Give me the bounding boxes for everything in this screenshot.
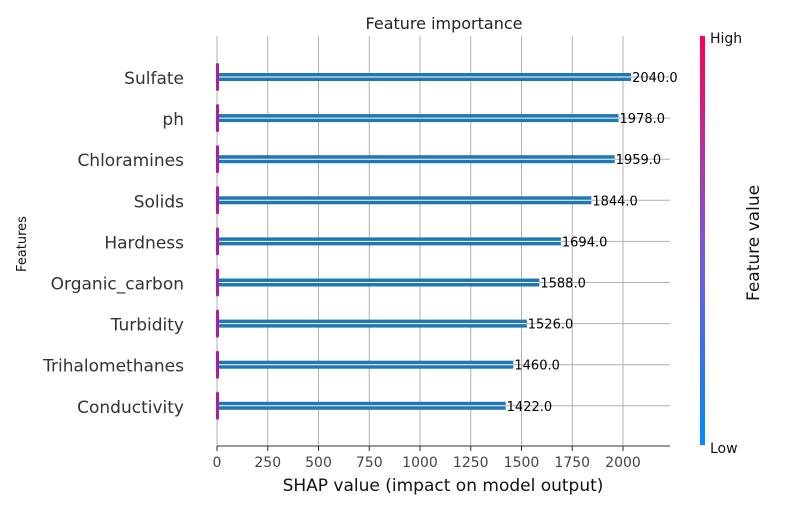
x-tick-label: 1250 <box>453 455 489 471</box>
shap-point-strip <box>216 227 219 256</box>
shap-point-strip <box>216 309 219 338</box>
value-label: 1978.0 <box>620 112 666 127</box>
value-label: 1844.0 <box>592 194 638 209</box>
y-tick-label: ph <box>162 110 184 130</box>
value-label: 1588.0 <box>540 277 586 292</box>
y-tick-label: Conductivity <box>77 398 184 418</box>
value-label: 1526.0 <box>528 318 574 333</box>
chart-title: Feature importance <box>366 14 523 33</box>
shap-point-strip <box>216 145 219 174</box>
value-label: 1460.0 <box>514 359 560 374</box>
y-tick-label: Trihalomethanes <box>42 357 184 377</box>
x-ticks: 0 250 500 750 1000 1250 1500 1750 2000 <box>213 446 641 471</box>
x-tick-label: 1000 <box>402 455 438 471</box>
y-tick-label: Chloramines <box>77 151 184 171</box>
colorbar-title: Feature value <box>744 185 764 301</box>
shap-point-strip <box>216 350 219 379</box>
colorbar <box>700 36 705 445</box>
y-tick-label: Organic_carbon <box>51 275 184 295</box>
shap-point-strip <box>216 391 219 420</box>
x-tick-label: 500 <box>305 455 332 471</box>
shap-point-strip <box>216 63 219 91</box>
x-tick-label: 0 <box>213 455 222 471</box>
y-axis-label: Features <box>15 216 30 272</box>
y-tick-label: Turbidity <box>110 316 184 336</box>
value-label: 1694.0 <box>562 235 608 250</box>
shap-point-strip <box>216 268 219 297</box>
x-tick-label: 250 <box>254 455 281 471</box>
y-tick-label: Hardness <box>104 233 184 253</box>
bars-group: 2040.0 Sulfate 1978.0 ph 1959.0 Chloramines 18… <box>42 63 678 420</box>
shap-point-strip <box>216 186 219 215</box>
y-tick-label: Solids <box>134 192 184 212</box>
colorbar-high-label: High <box>710 31 742 47</box>
x-tick-label: 1750 <box>554 455 590 471</box>
colorbar-low-label: Low <box>710 441 738 457</box>
value-label: 1422.0 <box>507 400 553 415</box>
value-label: 2040.0 <box>632 71 678 86</box>
y-tick-label: Sulfate <box>124 69 184 89</box>
x-tick-label: 750 <box>356 455 383 471</box>
x-tick-label: 2000 <box>605 455 641 471</box>
shap-point-strip <box>216 104 219 133</box>
value-label: 1959.0 <box>616 153 662 168</box>
x-axis-label: SHAP value (impact on model output) <box>283 476 604 496</box>
x-tick-label: 1500 <box>504 455 540 471</box>
